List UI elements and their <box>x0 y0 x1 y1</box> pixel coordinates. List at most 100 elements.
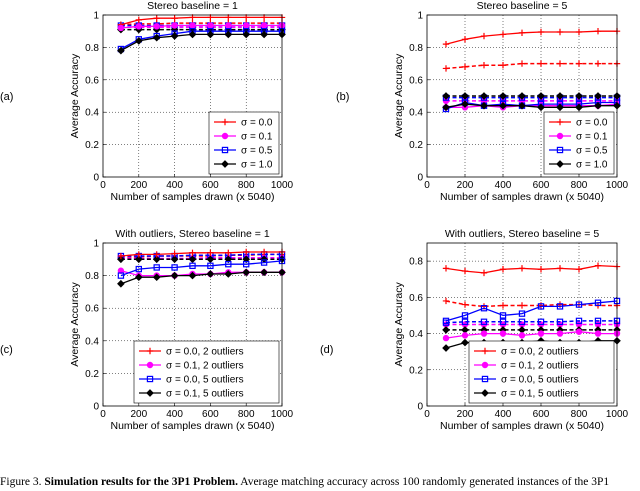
x-tick-label: 400 <box>166 409 183 420</box>
caption-text: Average matching accuracy across 100 ran… <box>240 476 610 488</box>
data-point <box>153 251 160 258</box>
x-tick-label: 800 <box>571 409 588 420</box>
series-line <box>445 62 617 70</box>
data-point <box>442 92 450 100</box>
series-4 <box>117 268 286 288</box>
legend-label: σ = 0.1 <box>576 132 608 143</box>
chart-title: Stereo baseline = 1 <box>147 0 238 12</box>
series-line <box>445 331 617 339</box>
y-tick-label: 0.6 <box>85 75 99 86</box>
y-axis-label: Average Accuracy <box>69 53 81 138</box>
caption-title: Simulation results for the 3P1 Problem. <box>44 476 238 488</box>
data-point <box>480 32 488 40</box>
data-point <box>575 60 583 67</box>
y-tick-label: 0.4 <box>85 108 99 119</box>
data-point <box>260 259 268 266</box>
data-point <box>461 301 469 308</box>
legend-label: σ = 0.5 <box>576 146 608 157</box>
x-axis-label: Number of samples drawn (x 5040) <box>111 191 275 203</box>
y-tick-label: 0.6 <box>409 75 423 86</box>
x-tick-label: 200 <box>130 409 147 420</box>
data-point <box>594 60 602 67</box>
data-point <box>537 92 545 100</box>
data-point <box>556 303 564 310</box>
series-line <box>445 264 618 274</box>
legend-marker <box>221 160 229 168</box>
legend-marker <box>481 361 489 369</box>
data-point <box>260 268 268 277</box>
chart-panel-3: 0 200 400 600 800 1000 0 0.2 0.4 0.6 0.8 1 With outl… <box>0 228 294 432</box>
data-point <box>224 270 233 278</box>
data-point <box>556 28 564 36</box>
data-point <box>518 310 526 317</box>
series-line <box>445 103 617 108</box>
data-point <box>518 265 526 272</box>
legend-marker <box>146 375 154 383</box>
legend-item: σ = 0.0, 2 outliers <box>474 347 579 358</box>
legend-item: σ = 0.0 <box>549 118 608 129</box>
x-tick-label: 600 <box>533 409 550 420</box>
x-tick-label: 600 <box>202 180 219 191</box>
caption-label: Figure 3. <box>0 476 42 488</box>
data-point <box>189 22 196 29</box>
y-tick-label: 0.6 <box>85 304 99 315</box>
y-tick-label: 0.8 <box>409 43 423 54</box>
data-point <box>243 248 250 256</box>
legend-item: σ = 0.1, 2 outliers <box>139 361 244 372</box>
chart-panel-4: 0 200 400 600 800 1000 0 0.2 0.4 0.6 0.8 With outli… <box>320 228 629 432</box>
data-point <box>442 334 450 342</box>
data-point <box>499 101 507 110</box>
legend-label: σ = 0.0 <box>241 118 273 129</box>
chart-panel-1: 0 200 400 600 800 1000 0 0.2 0.4 0.6 0.8 1 Stereo ba… <box>0 0 294 203</box>
x-tick-label: 0 <box>424 180 430 191</box>
data-point <box>518 318 526 325</box>
legend-label: σ = 0.0, 2 outliers <box>166 347 244 358</box>
legend-label: σ = 0.5 <box>241 146 273 157</box>
data-point <box>480 62 488 69</box>
legend: σ = 0.0 σ = 0.1 σ = 0.5 σ = 1.0 <box>543 111 615 175</box>
figure-caption: Figure 3. Simulation results for the 3P1… <box>0 474 640 491</box>
data-point <box>537 60 545 67</box>
data-point <box>461 63 469 71</box>
data-point <box>499 330 507 337</box>
x-tick-label: 200 <box>457 180 474 191</box>
legend-marker <box>221 118 229 126</box>
legend-marker <box>146 389 154 397</box>
legend-marker <box>556 160 564 168</box>
panel-label: (a) <box>0 91 13 103</box>
x-tick-label: 200 <box>457 409 474 420</box>
data-point <box>461 36 469 43</box>
legend-label: σ = 0.0 <box>576 118 608 129</box>
y-tick-label: 0 <box>417 402 423 413</box>
data-point <box>171 15 178 22</box>
data-point <box>242 30 251 39</box>
series-line <box>445 300 617 308</box>
legend-item: σ = 0.1 <box>549 132 608 143</box>
data-point <box>170 255 179 264</box>
y-axis-label: Average Accuracy <box>393 53 405 138</box>
data-point <box>461 332 469 339</box>
data-point <box>537 266 545 273</box>
data-point <box>225 22 232 29</box>
chart-panel-2: 0 200 400 600 800 1000 0 0.2 0.4 0.6 0.8 1 Stereo ba… <box>336 0 629 203</box>
legend-item: σ = 0.5 <box>214 146 273 157</box>
x-tick-label: 1000 <box>606 409 629 420</box>
legend-label: σ = 0.1, 5 outliers <box>501 389 579 400</box>
data-point <box>537 303 545 310</box>
series-4 <box>117 30 286 55</box>
data-point <box>518 60 526 67</box>
series-line <box>120 256 282 260</box>
data-point <box>556 103 564 112</box>
data-point <box>171 22 178 29</box>
data-point <box>152 273 161 282</box>
series-line <box>120 16 282 26</box>
data-point <box>117 24 125 32</box>
series-line <box>120 251 282 257</box>
legend-item: σ = 0.5 <box>549 146 608 157</box>
legend-label: σ = 0.0, 5 outliers <box>501 375 579 386</box>
x-tick-label: 0 <box>100 180 106 191</box>
chart-title: With outliers, Stereo baseline = 5 <box>445 228 600 240</box>
x-tick-label: 400 <box>166 180 183 191</box>
legend-marker <box>481 389 489 397</box>
x-tick-label: 0 <box>100 409 106 420</box>
